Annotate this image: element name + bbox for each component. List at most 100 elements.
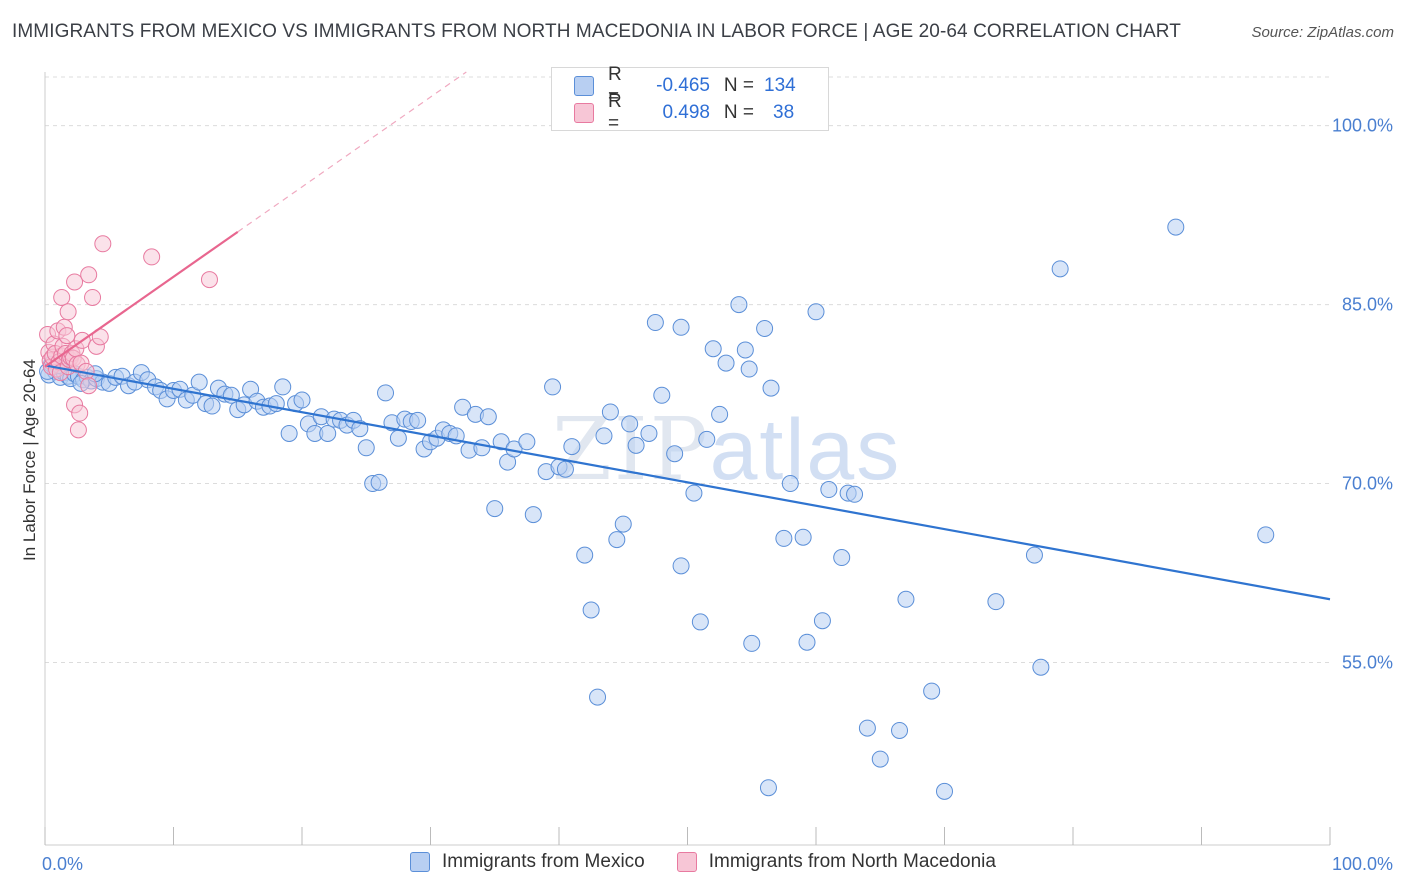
mexico-point: [409, 411, 427, 429]
mexico-point: [646, 314, 664, 332]
macedonia-trend-extension: [237, 71, 467, 233]
mexico-point: [846, 485, 864, 503]
mexico-point: [274, 378, 292, 396]
mexico-point: [756, 319, 774, 337]
mexico-point: [672, 557, 690, 575]
macedonia-point: [58, 327, 76, 345]
mexico-point: [190, 373, 208, 391]
mexico-point: [685, 484, 703, 502]
mexico-point: [524, 506, 542, 524]
x-tick-label: 0.0%: [42, 854, 83, 874]
mexico-point: [730, 296, 748, 314]
legend-n-label: N =: [723, 75, 754, 96]
mexico-point: [743, 634, 761, 652]
mexico-point: [370, 473, 388, 491]
mexico-point: [351, 420, 369, 438]
legend-n-value: 38: [773, 102, 795, 123]
legend-row-mexico: R = -0.465 N = 134: [574, 64, 796, 107]
legend-r-value: -0.465: [656, 75, 710, 96]
mexico-point: [858, 719, 876, 737]
macedonia-point: [84, 288, 102, 306]
mexico-point: [556, 460, 574, 478]
mexico-point: [711, 405, 729, 423]
mexico-swatch-icon: [410, 852, 431, 872]
legend-label-mexico: Immigrants from Mexico: [442, 851, 645, 872]
mexico-point: [595, 427, 613, 445]
legend-n-value: 134: [764, 75, 796, 96]
mexico-point: [601, 403, 619, 421]
macedonia-point: [69, 421, 87, 439]
mexico-point: [833, 549, 851, 567]
legend-item-macedonia: Immigrants from North Macedonia: [676, 851, 996, 873]
y-tick-label: 70.0%: [1342, 474, 1393, 494]
mexico-point: [1025, 546, 1043, 564]
macedonia-swatch-icon: [574, 103, 594, 123]
mexico-point: [923, 682, 941, 700]
macedonia-point: [80, 377, 98, 395]
mexico-point: [698, 430, 716, 448]
legend-n-label: N =: [723, 102, 754, 123]
mexico-point: [203, 397, 221, 415]
mexico-point: [479, 408, 497, 426]
legend-label-macedonia: Immigrants from North Macedonia: [708, 851, 996, 872]
watermark-atlas: atlas: [709, 402, 902, 498]
chart-title: IMMIGRANTS FROM MEXICO VS IMMIGRANTS FRO…: [12, 21, 1181, 42]
mexico-point: [589, 688, 607, 706]
mexico-point: [717, 354, 735, 372]
x-tick-label: 100.0%: [1332, 854, 1393, 874]
macedonia-swatch-icon: [676, 852, 697, 872]
legend-r-label: R =: [608, 91, 622, 134]
mexico-point: [563, 438, 581, 456]
legend-item-mexico: Immigrants from Mexico: [410, 851, 645, 873]
mexico-point: [492, 433, 510, 451]
mexico-point: [798, 633, 816, 651]
mexico-point: [518, 433, 536, 451]
mexico-point: [813, 612, 831, 630]
y-tick-label: 100.0%: [1332, 116, 1393, 136]
mexico-point: [653, 386, 671, 404]
mexico-point: [1257, 526, 1275, 544]
mexico-point: [454, 398, 472, 416]
mexico-point: [775, 529, 793, 547]
mexico-point: [891, 721, 909, 739]
mexico-point: [357, 439, 375, 457]
macedonia-point: [94, 235, 112, 253]
mexico-point: [987, 593, 1005, 611]
macedonia-point: [143, 248, 161, 266]
mexico-point: [762, 379, 780, 397]
mexico-point: [627, 436, 645, 454]
mexico-point: [736, 341, 754, 359]
macedonia-trend-line: [44, 230, 239, 368]
mexico-point: [807, 303, 825, 321]
macedonia-point: [66, 273, 84, 291]
mexico-point: [1032, 658, 1050, 676]
legend-row-macedonia: R = 0.498 N = 38: [574, 91, 795, 134]
mexico-point: [1167, 218, 1185, 236]
source-credit: Source: ZipAtlas.com: [1251, 24, 1394, 41]
mexico-trend-line: [44, 364, 1331, 601]
legend-r-value: 0.498: [662, 102, 710, 123]
mexico-point: [640, 424, 658, 442]
macedonia-point: [200, 271, 218, 289]
mexico-point: [897, 590, 915, 608]
mexico-point: [672, 318, 690, 336]
mexico-point: [544, 378, 562, 396]
mexico-point: [319, 424, 337, 442]
mexico-point: [704, 340, 722, 358]
y-tick-label: 55.0%: [1342, 652, 1393, 672]
mexico-point: [691, 613, 709, 631]
mexico-point: [1051, 260, 1069, 278]
mexico-point: [871, 750, 889, 768]
stats-legend: R = -0.465 N = 134 R = 0.498 N = 38: [551, 64, 829, 134]
series-legend: Immigrants from Mexico Immigrants from N…: [0, 851, 1406, 873]
mexico-point: [608, 531, 626, 549]
macedonia-point: [80, 266, 98, 284]
mexico-point: [621, 415, 639, 433]
mexico-point: [280, 424, 298, 442]
macedonia-point: [59, 303, 77, 321]
mexico-point: [936, 782, 953, 800]
mexico-point: [473, 439, 491, 457]
mexico-point: [614, 515, 632, 533]
mexico-point: [293, 391, 311, 409]
